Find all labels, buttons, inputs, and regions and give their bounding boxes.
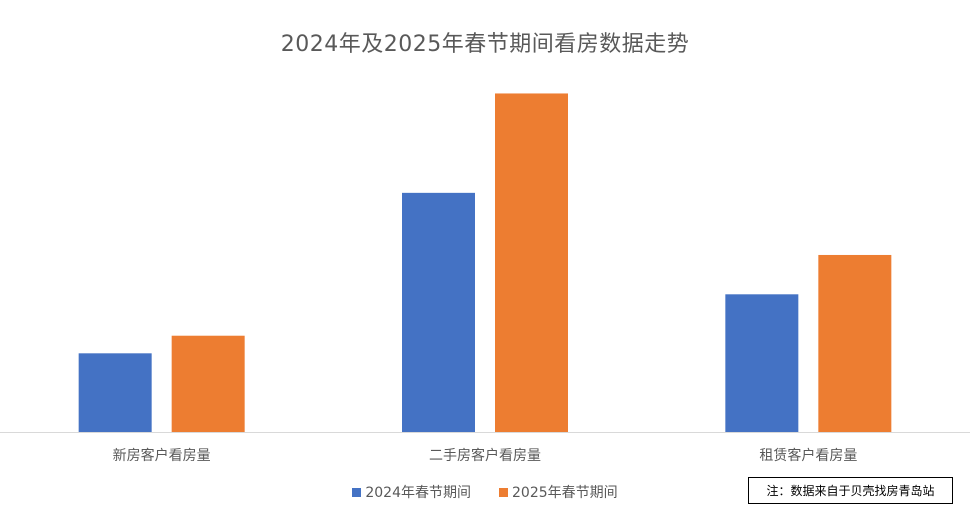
legend-swatch-series-0 [352, 487, 362, 497]
bar-2-series-1 [818, 254, 892, 432]
bar-1-series-0 [402, 192, 475, 432]
chart-title: 2024年及2025年春节期间看房数据走势 [280, 32, 690, 57]
x-tick-label-2: 租赁客户看房量 [759, 447, 857, 464]
x-tick-label-0: 新房客户看房量 [113, 447, 211, 464]
bar-1-series-1 [495, 93, 568, 432]
bar-2-series-0 [725, 294, 799, 432]
legend-swatch-series-1 [499, 487, 508, 497]
legend-item-series-1: 2025年春节期间 [499, 482, 618, 502]
bar-0-series-1 [171, 335, 245, 432]
legend-item-series-0: 2024年春节期间 [352, 482, 471, 502]
legend-label-series-0: 2024年春节期间 [365, 485, 471, 501]
source-note: 注：数据来自于贝壳找房青岛站 [748, 477, 953, 504]
legend-label-series-1: 2025年春节期间 [512, 485, 618, 501]
x-tick-label-1: 二手房客户看房量 [429, 447, 541, 464]
bar-0-series-0 [78, 353, 152, 432]
chart-legend: 2024年春节期间 2025年春节期间 [0, 482, 970, 502]
